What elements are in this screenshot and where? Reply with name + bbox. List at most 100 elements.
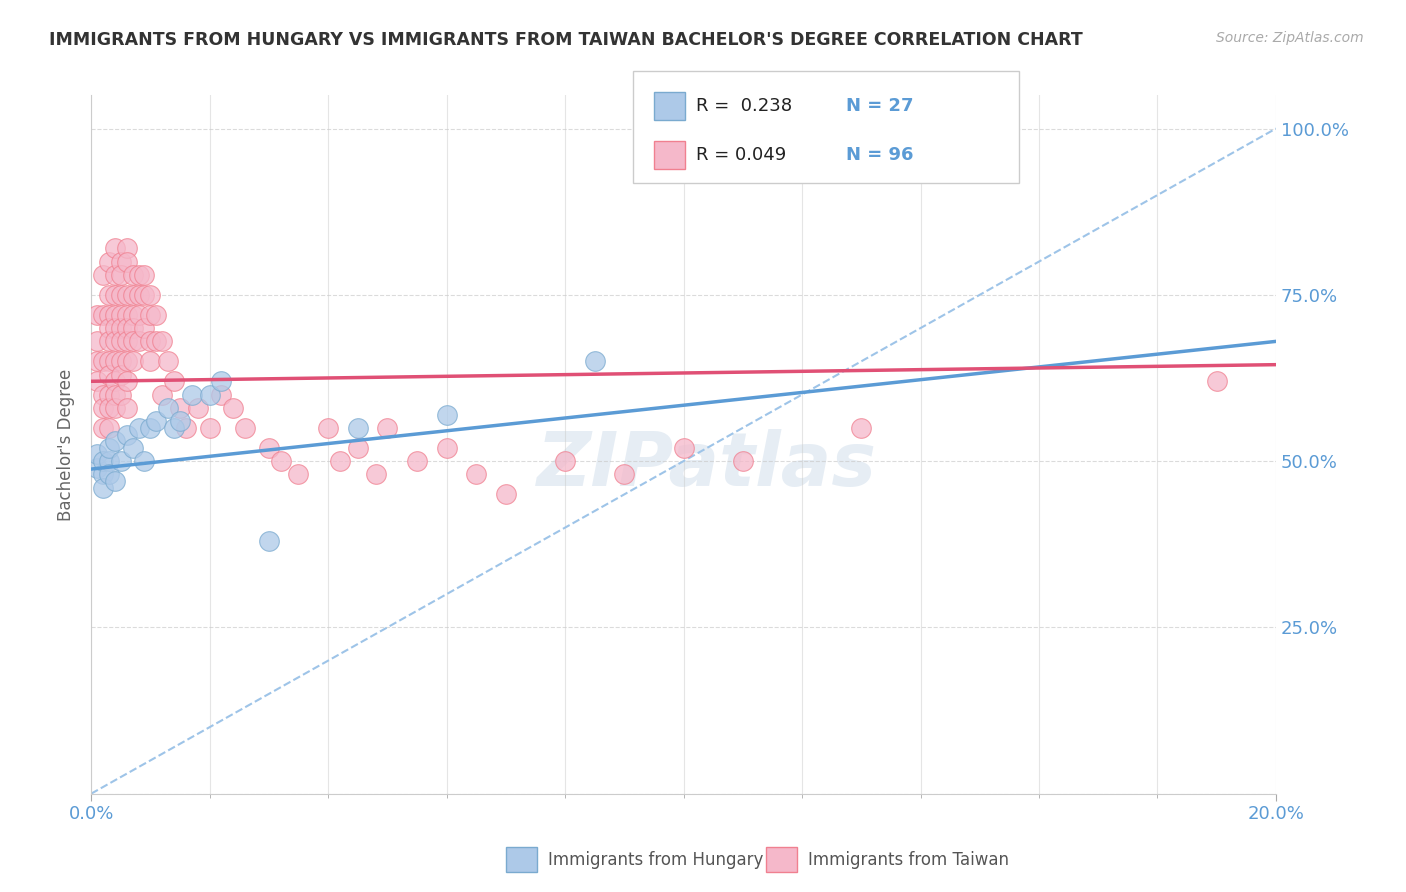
- Point: [115, 321, 138, 335]
- Point: [139, 288, 162, 302]
- Point: [134, 454, 156, 468]
- Text: N = 27: N = 27: [846, 97, 914, 115]
- Point: [104, 474, 127, 488]
- Point: [139, 354, 162, 368]
- Point: [104, 374, 127, 388]
- Point: [346, 421, 368, 435]
- Point: [364, 467, 387, 482]
- Point: [257, 533, 280, 548]
- Point: [139, 308, 162, 322]
- Point: [104, 434, 127, 449]
- Point: [128, 334, 150, 349]
- Point: [613, 467, 636, 482]
- Point: [169, 414, 191, 428]
- Point: [97, 334, 120, 349]
- Point: [583, 354, 606, 368]
- Point: [104, 288, 127, 302]
- Point: [104, 334, 127, 349]
- Y-axis label: Bachelor's Degree: Bachelor's Degree: [58, 368, 75, 521]
- Point: [134, 268, 156, 282]
- Text: Source: ZipAtlas.com: Source: ZipAtlas.com: [1216, 31, 1364, 45]
- Point: [377, 421, 399, 435]
- Point: [436, 408, 458, 422]
- Point: [115, 401, 138, 415]
- Text: Immigrants from Taiwan: Immigrants from Taiwan: [808, 851, 1010, 869]
- Point: [198, 421, 221, 435]
- Point: [211, 374, 233, 388]
- Text: Immigrants from Hungary: Immigrants from Hungary: [548, 851, 763, 869]
- Point: [91, 401, 114, 415]
- Point: [145, 414, 167, 428]
- Point: [86, 354, 108, 368]
- Point: [97, 368, 120, 382]
- Point: [97, 354, 120, 368]
- Point: [672, 441, 695, 455]
- Point: [115, 288, 138, 302]
- Point: [104, 268, 127, 282]
- Point: [187, 401, 209, 415]
- Text: ZIPatlas: ZIPatlas: [537, 429, 877, 502]
- Point: [145, 308, 167, 322]
- Point: [91, 481, 114, 495]
- Point: [128, 308, 150, 322]
- Point: [346, 441, 368, 455]
- Point: [150, 334, 173, 349]
- Point: [104, 321, 127, 335]
- Point: [198, 387, 221, 401]
- Text: R =  0.238: R = 0.238: [696, 97, 792, 115]
- Point: [211, 387, 233, 401]
- Point: [157, 354, 180, 368]
- Point: [134, 288, 156, 302]
- Point: [406, 454, 429, 468]
- Point: [139, 421, 162, 435]
- Point: [97, 288, 120, 302]
- Point: [104, 308, 127, 322]
- Point: [104, 241, 127, 255]
- Point: [121, 354, 143, 368]
- Point: [128, 288, 150, 302]
- Text: N = 96: N = 96: [846, 146, 914, 164]
- Point: [121, 288, 143, 302]
- Point: [121, 321, 143, 335]
- Point: [86, 447, 108, 461]
- Point: [163, 421, 186, 435]
- Point: [465, 467, 488, 482]
- Point: [1205, 374, 1227, 388]
- Point: [110, 454, 132, 468]
- Point: [91, 268, 114, 282]
- Point: [163, 374, 186, 388]
- Point: [316, 421, 339, 435]
- Point: [91, 387, 114, 401]
- Text: R = 0.049: R = 0.049: [696, 146, 786, 164]
- Point: [851, 421, 873, 435]
- Point: [115, 334, 138, 349]
- Point: [121, 441, 143, 455]
- Point: [270, 454, 292, 468]
- Point: [110, 334, 132, 349]
- Point: [150, 387, 173, 401]
- Point: [134, 321, 156, 335]
- Point: [180, 387, 202, 401]
- Point: [104, 354, 127, 368]
- Point: [115, 308, 138, 322]
- Text: IMMIGRANTS FROM HUNGARY VS IMMIGRANTS FROM TAIWAN BACHELOR'S DEGREE CORRELATION : IMMIGRANTS FROM HUNGARY VS IMMIGRANTS FR…: [49, 31, 1083, 49]
- Point: [287, 467, 309, 482]
- Point: [257, 441, 280, 455]
- Point: [91, 308, 114, 322]
- Point: [115, 374, 138, 388]
- Point: [91, 421, 114, 435]
- Point: [110, 288, 132, 302]
- Point: [554, 454, 576, 468]
- Point: [121, 308, 143, 322]
- Point: [329, 454, 352, 468]
- Point: [115, 241, 138, 255]
- Point: [436, 441, 458, 455]
- Point: [110, 368, 132, 382]
- Point: [91, 454, 114, 468]
- Point: [104, 387, 127, 401]
- Point: [97, 401, 120, 415]
- Point: [157, 401, 180, 415]
- Point: [128, 421, 150, 435]
- Point: [145, 334, 167, 349]
- Point: [86, 334, 108, 349]
